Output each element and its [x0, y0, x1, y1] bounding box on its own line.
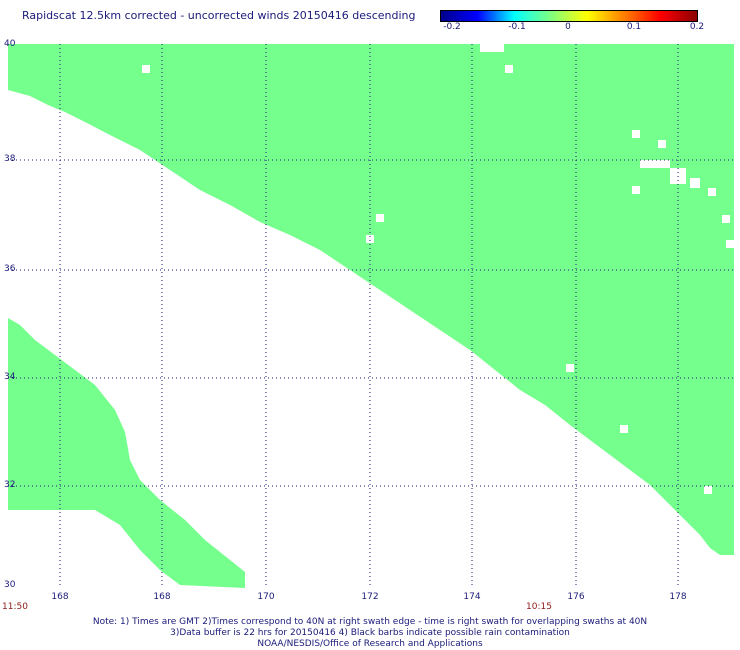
colorbar-label: 0	[565, 22, 571, 32]
lon-label: 170	[257, 592, 275, 602]
colorbar-label: -0.2	[443, 22, 461, 32]
swath-time: 11:50	[2, 602, 28, 612]
colorbar-label: 0.2	[689, 22, 705, 32]
lon-label: 172	[361, 592, 379, 602]
colorbar-label: 0.1	[626, 22, 642, 32]
note-line: Note: 1) Times are GMT 2)Times correspon…	[92, 617, 648, 627]
lat-label: 40	[4, 39, 16, 49]
wind-swath-lower	[8, 318, 245, 588]
lat-label: 32	[4, 480, 16, 490]
lat-label: 38	[4, 154, 16, 164]
lat-label: 30	[4, 580, 16, 590]
credit-line: NOAA/NESDIS/Office of Research and Appli…	[257, 639, 483, 649]
lat-label: 34	[4, 372, 16, 382]
colorbar-label: -0.1	[508, 22, 526, 32]
lon-label: 178	[669, 592, 687, 602]
lat-lon-grid	[8, 44, 734, 587]
lat-label: 36	[4, 264, 16, 274]
map-title: Rapidscat 12.5km corrected - uncorrected…	[22, 9, 416, 22]
wind-swath-main	[8, 44, 734, 555]
lon-label: 168	[51, 592, 69, 602]
swath-time: 10:15	[526, 602, 552, 612]
note-line: 3)Data buffer is 22 hrs for 20150416 4) …	[170, 628, 570, 638]
lon-label: 174	[463, 592, 481, 602]
colorbar	[440, 10, 698, 22]
lon-label: 176	[567, 592, 585, 602]
lon-label: 168	[153, 592, 171, 602]
